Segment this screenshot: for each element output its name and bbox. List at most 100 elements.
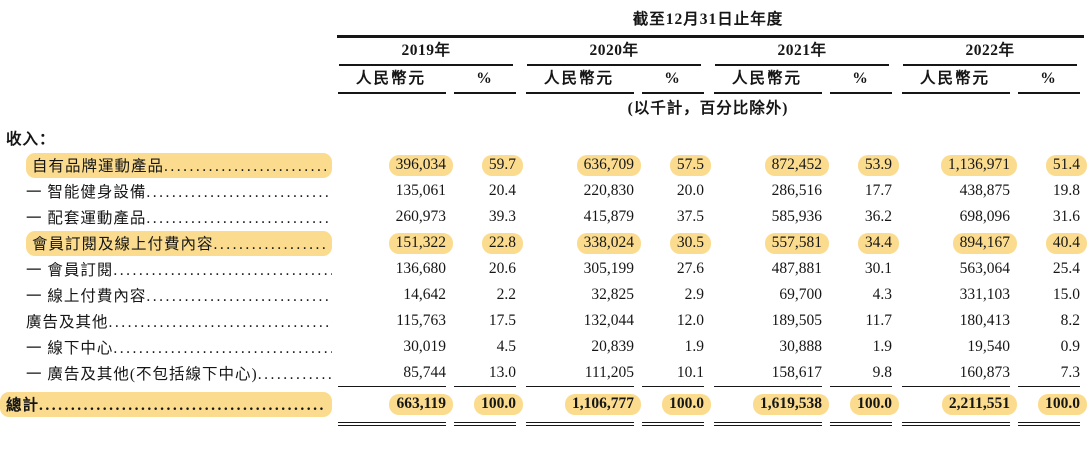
row-label: 一 線下中心 — [26, 340, 114, 357]
rule-line — [830, 422, 892, 426]
highlight-pill: 1,136,971 — [941, 154, 1017, 176]
row-label: 一 智能健身設備 — [26, 184, 147, 201]
pct-value-cell: 19.8 — [1014, 181, 1084, 201]
rmb-value-cell: 220,830 — [520, 181, 638, 201]
value: 9.8 — [872, 364, 892, 381]
year-header: 2022年 — [965, 42, 1015, 59]
highlight-pill: 100.0 — [850, 394, 899, 415]
leader-dots — [146, 210, 332, 228]
value: 0.9 — [1060, 338, 1080, 355]
value: 19.8 — [1052, 182, 1080, 199]
value: 27.6 — [676, 260, 704, 277]
value: 111,205 — [584, 364, 634, 381]
highlight-pill: 53.9 — [857, 154, 899, 176]
pre-total-rule — [332, 386, 450, 387]
value: 25.4 — [1052, 260, 1080, 277]
year-rule-line — [903, 64, 1077, 66]
double-rule — [638, 422, 708, 426]
col-header-pct: % — [1040, 70, 1058, 87]
table-row: 一 智能健身設備 135,061 20.4 220,830 20.0 286,516 17.… — [0, 178, 1089, 204]
pct-col-rule — [826, 92, 896, 94]
pct-value-cell: 12.0 — [638, 311, 708, 331]
value: 37.5 — [676, 208, 704, 225]
highlight-pill: 1,106,777 — [565, 394, 641, 415]
value: 4.3 — [872, 286, 892, 303]
rmb-value-cell: 132,044 — [520, 311, 638, 331]
rule-line — [454, 386, 516, 387]
year-rule-line — [715, 64, 889, 66]
rule-line — [526, 422, 634, 426]
pct-value-cell: 20.0 — [638, 181, 708, 201]
highlight-pill: 51.4 — [1045, 154, 1087, 176]
rmb-value-cell: 20,839 — [520, 337, 638, 357]
leader-dots — [39, 397, 326, 415]
pct-value-cell: 36.2 — [826, 207, 896, 227]
value: 20.6 — [488, 260, 516, 277]
rmb-value-cell: 1,136,971 — [896, 154, 1017, 176]
row-label-cell: 一 配套運動產品 — [0, 206, 332, 228]
value: 20.0 — [676, 182, 704, 199]
row-label: 一 廣告及其他(不包括線下中心) — [26, 366, 258, 383]
rule-line — [1018, 386, 1080, 387]
highlight-pill: 會員訂閱及線上付費內容 — [26, 230, 332, 256]
row-label: 一 會員訂閱 — [26, 262, 114, 279]
pct-value-cell: 8.2 — [1014, 311, 1084, 331]
value: 585,936 — [771, 208, 822, 225]
pre-total-rule — [638, 386, 708, 387]
leader-dots — [146, 288, 332, 306]
value: 2.2 — [496, 286, 516, 303]
rmb-value-cell: 136,680 — [332, 259, 450, 279]
value: 8.2 — [1060, 312, 1080, 329]
row-label-cell: 一 線上付費內容 — [0, 284, 332, 306]
value: 30,888 — [779, 338, 822, 355]
pct-value-cell: 20.6 — [450, 259, 520, 279]
rmb-value-cell: 160,873 — [896, 363, 1014, 383]
rmb-value-cell: 30,888 — [708, 337, 826, 357]
leader-dots — [109, 314, 332, 332]
rmb-value-cell: 85,744 — [332, 363, 450, 383]
rmb-value-cell: 331,103 — [896, 285, 1014, 305]
value: 39.3 — [488, 208, 516, 225]
year-header-row: 2019年 2020年 2021年 2022年 — [332, 38, 1089, 64]
value: 17.7 — [864, 182, 892, 199]
highlight-pill: 100.0 — [662, 394, 711, 415]
pct-value-cell: 53.9 — [826, 154, 899, 176]
value: 115,763 — [396, 312, 446, 329]
year-rule-line — [527, 64, 701, 66]
pct-col-rule — [450, 92, 520, 94]
value: 36.2 — [864, 208, 892, 225]
rule-line — [902, 92, 1010, 94]
pre-total-rules — [332, 386, 1089, 387]
table-row: 一 線上付費內容 14,642 2.2 32,825 2.9 69,700 4.3 331,1… — [0, 282, 1089, 308]
value: 10.1 — [676, 364, 704, 381]
rmb-value-cell: 894,167 — [896, 232, 1017, 254]
highlight-pill: 總計 — [0, 392, 332, 417]
pct-value-cell: 11.7 — [826, 311, 896, 331]
pct-value-cell: 22.8 — [450, 232, 523, 254]
rule-line — [526, 92, 634, 94]
rule-line — [902, 422, 1010, 426]
pct-value-cell: 34.4 — [826, 232, 899, 254]
table-body: 自有品牌運動產品 396,034 59.7 636,709 57.5 872,452 53.… — [0, 152, 1089, 386]
col-header-rmb: 人民幣元 — [543, 70, 614, 87]
label-wrap: 一 線上付費內容 — [26, 284, 332, 306]
value: 12.0 — [676, 312, 704, 329]
rule-line — [642, 386, 704, 387]
rmb-value-cell: 32,825 — [520, 285, 638, 305]
pct-value-cell: 4.5 — [450, 337, 520, 357]
value: 2.9 — [684, 286, 704, 303]
pct-value-cell: 37.5 — [638, 207, 708, 227]
highlight-pill: 396,034 — [388, 154, 453, 176]
year-rule — [708, 64, 896, 66]
rmb-value-cell: 438,875 — [896, 181, 1014, 201]
rmb-value-cell: 180,413 — [896, 311, 1014, 331]
row-label-cell: 一 智能健身設備 — [0, 180, 332, 202]
pct-value-cell: 7.3 — [1014, 363, 1084, 383]
table-row: 一 會員訂閱 136,680 20.6 305,199 27.6 487,881 30.1 5… — [0, 256, 1089, 282]
rmb-value-cell: 563,064 — [896, 259, 1014, 279]
rmb-value-cell: 69,700 — [708, 285, 826, 305]
value: 136,680 — [395, 260, 446, 277]
row-label-cell: 一 線下中心 — [0, 336, 332, 358]
rule-line — [714, 386, 822, 387]
value: 563,064 — [959, 260, 1010, 277]
